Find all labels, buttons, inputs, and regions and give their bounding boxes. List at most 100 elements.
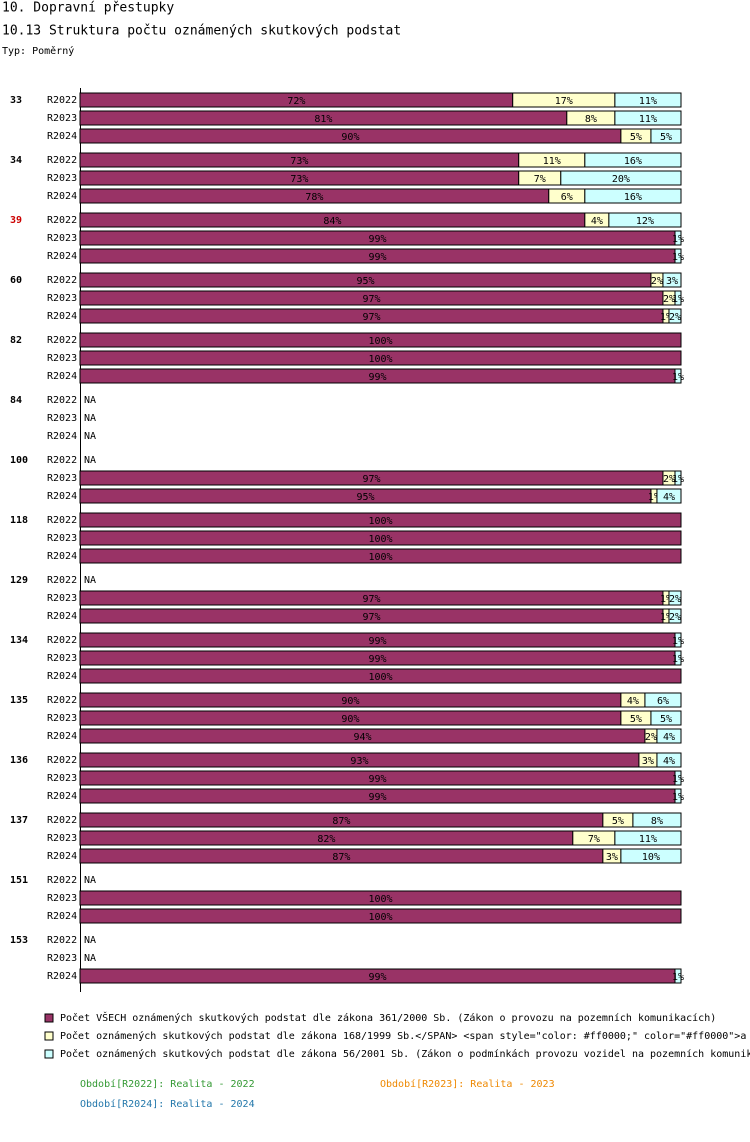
period-label: R2023 [47,773,77,784]
group-label: 136 [10,755,28,766]
value-label: 1% [672,252,684,263]
bar-segment [79,890,682,906]
value-label: 1% [672,294,684,305]
value-label: 99% [368,372,386,383]
group-label: 118 [10,515,28,526]
period-legend: Období[R2022]: Realita - 2022 [80,1078,255,1090]
value-label: 90% [341,714,359,725]
bar-segment [668,308,682,324]
value-label: 73% [290,174,308,185]
value-label: 90% [341,696,359,707]
value-label: 2% [669,612,681,623]
value-label: 1% [672,792,684,803]
period-label: R2024 [47,371,77,382]
bar-segment [674,230,682,246]
period-label: R2024 [47,611,77,622]
group-label: 135 [10,695,28,706]
value-label: 2% [669,594,681,605]
period-label: R2024 [47,851,77,862]
period-label: R2023 [47,293,77,304]
group-label: 33 [10,95,22,106]
period-label: R2023 [47,233,77,244]
period-label: R2022 [47,455,77,466]
value-label: 99% [368,792,386,803]
bar-segment [79,668,682,684]
value-label: 100% [368,912,392,923]
period-label: R2022 [47,515,77,526]
value-label: 87% [332,852,350,863]
period-label: R2023 [47,593,77,604]
bar-segment [79,350,682,366]
legend-label: Počet oznámených skutkových podstat dle … [60,1030,746,1042]
value-label: 4% [663,492,675,503]
period-label: R2023 [47,113,77,124]
period-label: R2022 [47,635,77,646]
group-label: 60 [10,275,22,286]
period-label: R2023 [47,833,77,844]
period-label: R2023 [47,653,77,664]
group-label: 100 [10,455,28,466]
value-label: 1% [660,312,672,323]
bar-segment [674,290,682,306]
value-label: 95% [356,492,374,503]
bar-segment [668,608,682,624]
na-label: NA [84,875,96,886]
bar-segment [656,488,682,504]
value-label: 97% [362,594,380,605]
bar-segment [79,512,682,528]
legend-label: Počet oznámených skutkových podstat dle … [60,1048,750,1060]
chart-subtitle: 10.13 Struktura počtu oznámených skutkov… [2,24,401,39]
bar-segment [656,752,682,768]
value-label: 100% [368,516,392,527]
value-label: 3% [666,276,678,287]
legend-swatch [44,1013,54,1023]
value-label: 97% [362,612,380,623]
group-label: 137 [10,815,28,826]
value-label: 11% [639,114,657,125]
bar-segment [79,530,682,546]
value-label: 4% [591,216,603,227]
value-label: 81% [314,114,332,125]
value-label: 72% [287,96,305,107]
value-label: 5% [630,132,642,143]
value-label: 7% [588,834,600,845]
period-label: R2022 [47,335,77,346]
period-label: R2024 [47,431,77,442]
value-label: 6% [561,192,573,203]
value-label: 4% [627,696,639,707]
period-label: R2024 [47,971,77,982]
group-label: 34 [10,155,22,166]
bar-segment [674,788,682,804]
value-label: 6% [657,696,669,707]
value-label: 5% [630,714,642,725]
period-label: R2022 [47,695,77,706]
value-label: 95% [356,276,374,287]
group-label: 153 [10,935,28,946]
value-label: 78% [305,192,323,203]
bar-segment [674,968,682,984]
value-label: 99% [368,972,386,983]
value-label: 99% [368,654,386,665]
value-label: 1% [672,654,684,665]
bar-segment [674,368,682,384]
value-label: 1% [672,636,684,647]
period-label: R2023 [47,473,77,484]
value-label: 99% [368,234,386,245]
value-label: 1% [672,774,684,785]
period-label: R2023 [47,533,77,544]
group-label: 84 [10,395,22,406]
legend-swatch [44,1031,54,1041]
chart-note: Typ: Poměrný [2,45,74,57]
value-label: 99% [368,252,386,263]
period-label: R2022 [47,815,77,826]
value-label: 97% [362,312,380,323]
value-label: 11% [639,834,657,845]
value-label: 5% [612,816,624,827]
value-label: 93% [350,756,368,767]
value-label: 99% [368,774,386,785]
value-label: 11% [543,156,561,167]
period-label: R2022 [47,755,77,766]
value-label: 2% [645,732,657,743]
group-label: 151 [10,875,28,886]
